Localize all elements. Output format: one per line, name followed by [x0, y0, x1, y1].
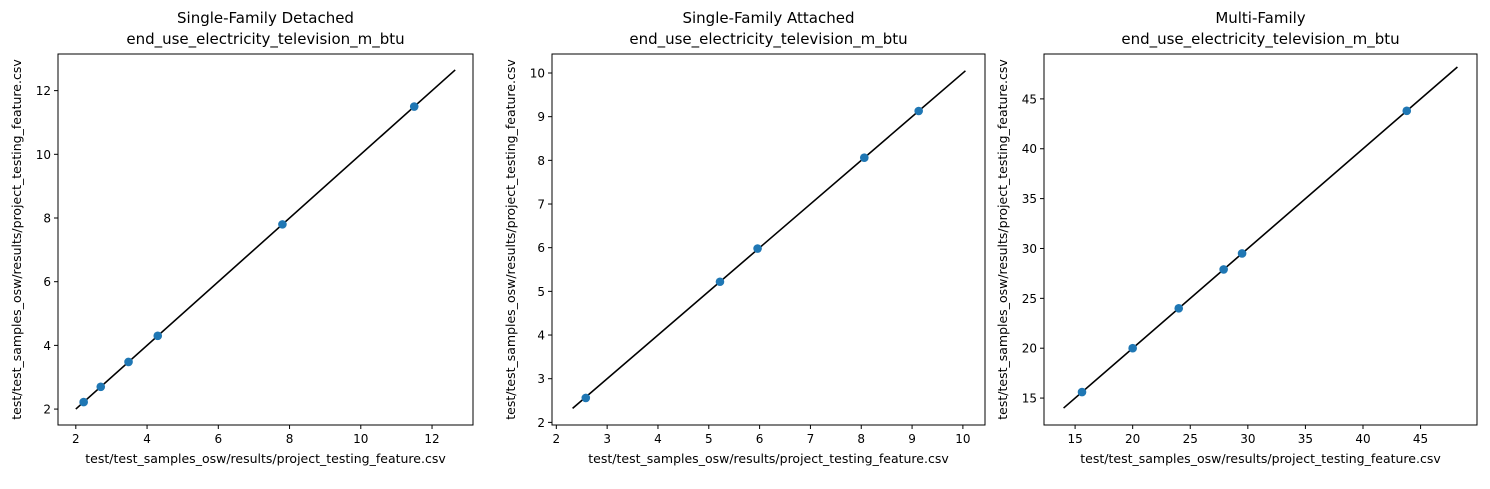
- data-point: [1077, 387, 1087, 397]
- data-point: [1128, 343, 1137, 353]
- chart-subtitle: end_use_electricity_television_m_btu: [629, 30, 907, 49]
- y-tick-label: 8: [537, 154, 545, 168]
- data-point: [1174, 304, 1184, 313]
- x-tick-label: 4: [143, 432, 151, 446]
- y-axis-label: test/test_samples_osw/results/project_te…: [503, 59, 518, 420]
- y-tick-label: 3: [537, 372, 545, 386]
- x-tick-label: 15: [1067, 432, 1082, 446]
- axes-frame: [551, 53, 986, 426]
- x-tick-label: 45: [1413, 432, 1428, 446]
- x-tick-label: 10: [353, 432, 368, 446]
- x-axis-label: test/test_samples_osw/results/project_te…: [85, 451, 446, 466]
- y-tick-label: 9: [537, 110, 545, 124]
- reference-line: [75, 69, 456, 410]
- x-tick-label: 25: [1183, 432, 1198, 446]
- chart-subtitle: end_use_electricity_television_m_btu: [1121, 30, 1399, 49]
- x-tick-label: 6: [214, 432, 222, 446]
- data-point: [859, 153, 869, 163]
- reference-line: [1063, 66, 1458, 409]
- x-tick-label: 10: [955, 432, 970, 446]
- y-tick-label: 6: [537, 241, 545, 255]
- x-tick-label: 6: [756, 432, 764, 446]
- y-tick-label: 8: [43, 212, 51, 226]
- y-tick-label: 6: [43, 275, 51, 289]
- data-point: [409, 102, 419, 111]
- x-tick-label: 20: [1125, 432, 1140, 446]
- data-point: [1219, 265, 1228, 274]
- data-point: [278, 220, 287, 229]
- x-axis-label: test/test_samples_osw/results/project_te…: [1080, 451, 1441, 466]
- axes-frame: [1043, 53, 1478, 426]
- y-axis-label: test/test_samples_osw/results/project_te…: [9, 59, 24, 420]
- reference-line: [572, 70, 966, 410]
- y-tick-label: 20: [1022, 342, 1037, 356]
- data-point: [914, 106, 923, 116]
- chart-title: Single-Family Attached: [682, 9, 854, 27]
- x-tick-label: 2: [552, 432, 560, 446]
- chart-panel-2: Single-Family Attached end_use_electricit…: [503, 9, 986, 466]
- chart-title: Multi-Family: [1215, 9, 1305, 27]
- x-tick-label: 4: [654, 432, 662, 446]
- y-axis-label: test/test_samples_osw/results/project_te…: [995, 59, 1010, 420]
- chart-title: Single-Family Detached: [177, 9, 354, 27]
- x-tick-label: 40: [1355, 432, 1370, 446]
- x-tick-label: 5: [705, 432, 713, 446]
- data-point: [96, 382, 106, 392]
- x-tick-label: 35: [1298, 432, 1313, 446]
- x-axis-label: test/test_samples_osw/results/project_te…: [588, 451, 949, 466]
- y-tick-label: 30: [1022, 242, 1037, 256]
- data-point: [715, 277, 725, 287]
- x-tick-label: 9: [908, 432, 916, 446]
- y-tick-label: 25: [1022, 292, 1037, 306]
- x-tick-label: 3: [603, 432, 611, 446]
- x-tick-label: 8: [286, 432, 294, 446]
- data-point: [79, 397, 88, 407]
- y-tick-label: 40: [1022, 142, 1037, 156]
- y-tick-label: 2: [43, 403, 51, 417]
- y-tick-label: 15: [1022, 392, 1037, 406]
- chart-panel-1: Single-Family Detached end_use_electricit…: [9, 9, 474, 466]
- data-point: [153, 331, 163, 341]
- x-tick-label: 30: [1240, 432, 1255, 446]
- x-tick-label: 8: [857, 432, 865, 446]
- y-tick-label: 45: [1022, 92, 1037, 106]
- y-tick-label: 10: [530, 66, 545, 80]
- axes-frame: [57, 53, 474, 426]
- data-point: [1237, 249, 1247, 258]
- x-tick-label: 12: [424, 432, 439, 446]
- y-tick-label: 12: [36, 84, 51, 98]
- y-tick-label: 5: [537, 285, 545, 299]
- y-tick-label: 2: [537, 416, 545, 430]
- chart-panel-3: Multi-Family end_use_electricity_televisi…: [995, 9, 1478, 466]
- data-point: [753, 244, 762, 253]
- y-tick-label: 10: [36, 148, 51, 162]
- y-tick-label: 35: [1022, 192, 1037, 206]
- x-tick-label: 2: [72, 432, 80, 446]
- data-point: [1402, 106, 1412, 116]
- y-tick-label: 7: [537, 198, 545, 212]
- data-point: [124, 357, 133, 367]
- y-tick-label: 4: [537, 329, 545, 343]
- chart-subtitle: end_use_electricity_television_m_btu: [126, 30, 404, 49]
- x-tick-label: 7: [807, 432, 815, 446]
- y-tick-label: 4: [43, 339, 51, 353]
- data-point: [581, 393, 591, 403]
